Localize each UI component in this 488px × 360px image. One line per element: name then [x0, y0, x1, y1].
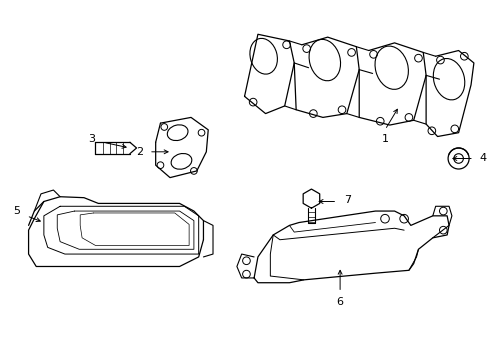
Text: 7: 7 — [344, 195, 350, 204]
Text: 4: 4 — [479, 153, 486, 163]
Text: 1: 1 — [381, 134, 388, 144]
Text: 5: 5 — [14, 206, 20, 216]
Text: 2: 2 — [136, 147, 142, 157]
Text: 3: 3 — [88, 134, 95, 144]
Text: 6: 6 — [336, 297, 343, 307]
